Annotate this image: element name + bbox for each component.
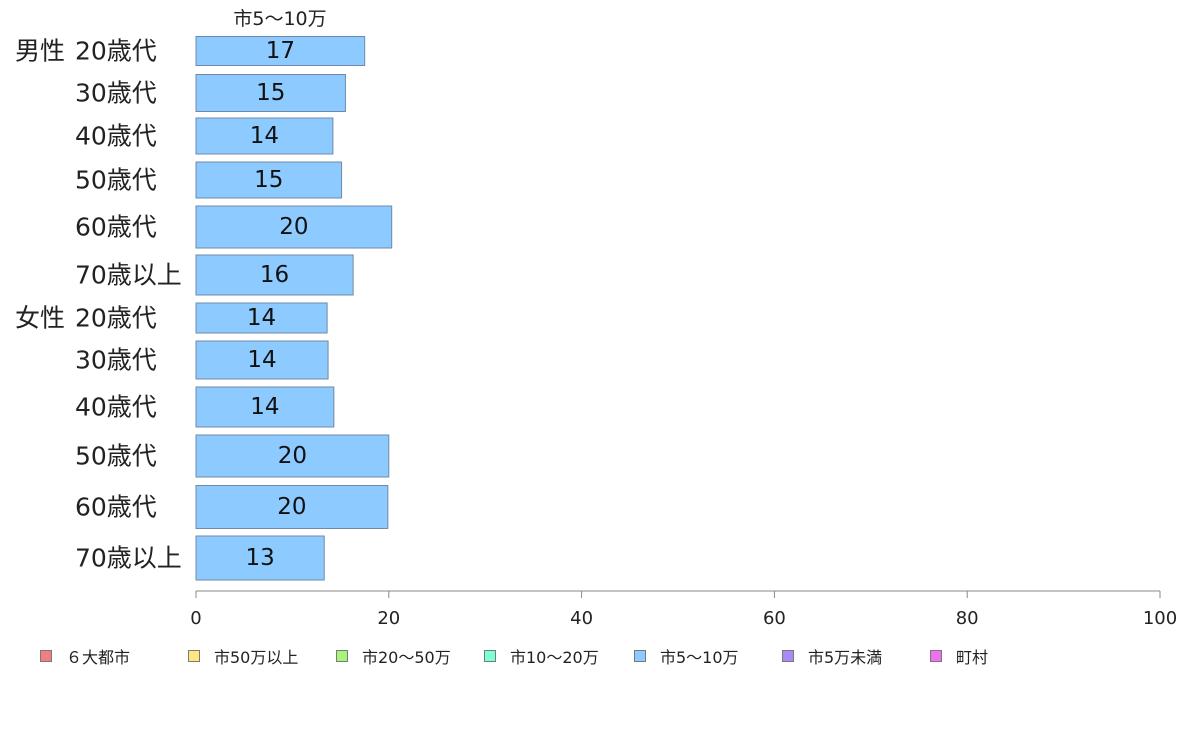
bar <box>195 74 346 112</box>
legend-label: 市5〜10万 <box>660 648 739 667</box>
bar-value-label: 17 <box>266 38 295 64</box>
category-label: 20歳代 <box>75 37 157 66</box>
category-label: 50歳代 <box>75 166 157 195</box>
category-label: 20歳代 <box>75 304 157 333</box>
bar <box>195 117 334 155</box>
legend-label: 市10〜20万 <box>510 648 599 667</box>
legend-item: 市10〜20万 <box>484 645 599 667</box>
category-label: 60歳代 <box>75 213 157 242</box>
x-tick-label: 0 <box>190 608 201 629</box>
bar-value-label: 14 <box>247 305 276 331</box>
legend-swatch <box>336 650 348 662</box>
legend-item: 市50万以上 <box>188 645 298 667</box>
bar-value-label: 20 <box>277 494 306 520</box>
legend-label: 町村 <box>956 648 989 667</box>
category-label: 70歳以上 <box>75 261 182 290</box>
legend-label: 市50万以上 <box>214 648 299 667</box>
legend-label: 市20〜50万 <box>362 648 451 667</box>
x-tick-label: 40 <box>570 608 593 629</box>
bar <box>195 36 366 66</box>
category-label: 30歳代 <box>75 79 157 108</box>
bar-value-label: 14 <box>250 394 279 420</box>
group-label: 男性 <box>15 37 65 66</box>
bar <box>195 205 393 249</box>
legend-swatch <box>40 650 52 662</box>
legend-swatch <box>782 650 794 662</box>
x-tick-label: 60 <box>763 608 786 629</box>
bar-value-label: 14 <box>247 347 276 373</box>
category-label: 50歳代 <box>75 442 157 471</box>
bar-value-label: 15 <box>256 80 285 106</box>
legend-label: 市5万未満 <box>808 648 883 667</box>
bar-chart: 市5〜10万 17 男性 20歳代 15 30歳代 14 40歳代 15 50歳代 20 60歳代 16… <box>15 8 1177 629</box>
bar <box>195 254 354 296</box>
x-tick-label: 20 <box>377 608 400 629</box>
bar-value-label: 14 <box>250 123 279 149</box>
category-label: 40歳代 <box>75 393 157 422</box>
group-label: 女性 <box>15 304 65 333</box>
bar-value-label: 15 <box>254 167 283 193</box>
bar <box>195 386 335 428</box>
bar-value-label: 20 <box>278 443 307 469</box>
category-label: 40歳代 <box>75 122 157 151</box>
category-label: 60歳代 <box>75 493 157 522</box>
legend-swatch <box>484 650 496 662</box>
legend-swatch <box>634 650 646 662</box>
bar-value-label: 13 <box>245 545 274 571</box>
legend-item: 市5〜10万 <box>634 645 739 667</box>
legend-label: ６大都市 <box>66 648 131 667</box>
bar <box>195 340 329 380</box>
category-label: 30歳代 <box>75 346 157 375</box>
chart-title: 市5〜10万 <box>233 8 326 30</box>
bar-value-label: 16 <box>260 262 289 288</box>
legend-swatch <box>188 650 200 662</box>
bar <box>195 302 328 334</box>
bar <box>195 434 390 478</box>
bar <box>195 535 325 581</box>
x-tick-label: 100 <box>1143 608 1177 629</box>
legend-item: ６大都市 <box>40 645 130 667</box>
category-label: 70歳以上 <box>75 544 182 573</box>
x-tick-label: 80 <box>956 608 979 629</box>
bar <box>195 161 343 199</box>
bar-value-label: 20 <box>279 214 308 240</box>
bar <box>195 485 389 529</box>
legend-item: 市5万未満 <box>782 645 882 667</box>
legend-item: 町村 <box>930 645 988 667</box>
legend-item: 市20〜50万 <box>336 645 451 667</box>
legend-swatch <box>930 650 942 662</box>
